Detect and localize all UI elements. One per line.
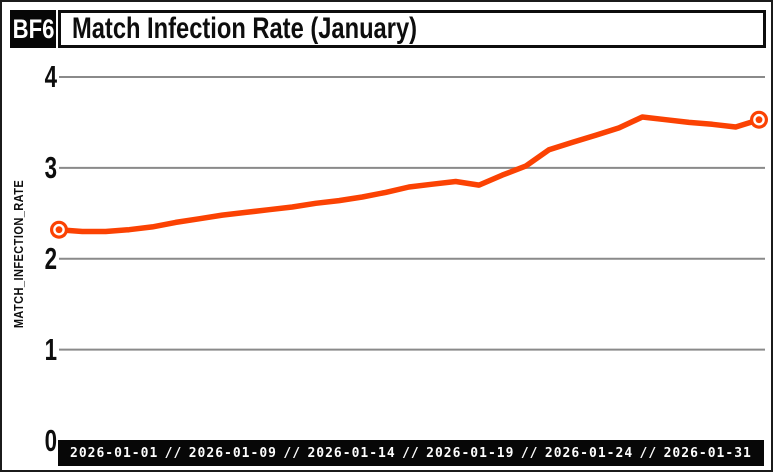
x-tick-separator: // — [520, 445, 539, 461]
bf6-logo-text: BF6 — [12, 13, 54, 44]
x-tick-label: 2026-01-19 — [426, 445, 515, 461]
x-tick-label: 2026-01-09 — [188, 445, 277, 461]
y-tick-label: 4 — [44, 59, 57, 94]
x-tick-separator: // — [402, 445, 420, 461]
x-tick-label: 2026-01-31 — [663, 445, 752, 461]
x-tick-label: 2026-01-24 — [544, 445, 634, 461]
x-tick-label: 2026-01-14 — [307, 445, 396, 461]
chart-title-box: Match Infection Rate (January) — [58, 10, 766, 48]
x-tick-label: 2026-01-01 — [70, 445, 159, 461]
y-tick-label: 1 — [44, 331, 57, 367]
bf6-logo-badge: BF6 — [10, 10, 56, 48]
y-tick-label: 0 — [44, 422, 57, 458]
chart-title: Match Infection Rate (January) — [72, 12, 418, 45]
x-tick-separator: // — [164, 445, 183, 461]
y-tick-label: 3 — [44, 149, 57, 185]
x-tick-separator: // — [639, 445, 658, 461]
y-tick-label: 2 — [44, 240, 57, 276]
x-axis-bar: 2026-01-01 // 2026-01-09 // 2026-01-14 /… — [58, 440, 764, 466]
x-tick-separator: // — [283, 445, 302, 461]
